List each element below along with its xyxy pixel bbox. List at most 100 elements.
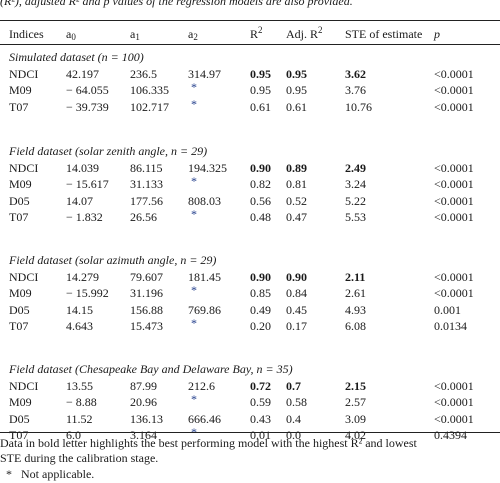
cell-ste: 3.76: [345, 83, 366, 98]
cell-p: <0.0001: [434, 193, 474, 208]
cell-p: <0.0001: [434, 270, 474, 284]
cell-adj-r2: 0.52: [286, 193, 307, 208]
cell-index: T07: [9, 319, 29, 334]
cell-a2: 769.86: [188, 302, 221, 317]
cell-ste: 2.49: [345, 161, 366, 175]
cell-ste: 2.57: [345, 395, 366, 410]
cell-adj-r2: 0.47: [286, 210, 307, 225]
table-row: NDCI 13.55 87.99 212.6 0.72 0.7 2.15 <0.0001: [0, 378, 500, 394]
cell-index: NDCI: [9, 67, 39, 81]
cell-ste: 4.02: [345, 428, 366, 443]
cell-r2: 0.43: [250, 411, 271, 426]
section-title: Field dataset (solar azimuth angle, n = …: [9, 253, 217, 267]
cell-ste: 6.08: [345, 319, 366, 334]
cell-a1: 20.96: [130, 395, 157, 410]
footnote-not-applicable: * Not applicable.: [6, 467, 94, 482]
cell-index: NDCI: [9, 161, 39, 175]
cell-index: D05: [9, 193, 30, 208]
cell-ste: 2.11: [345, 270, 366, 284]
cell-ste: 4.93: [345, 302, 366, 317]
cell-p: <0.0001: [434, 161, 474, 175]
cell-adj-r2: 0.17: [286, 319, 307, 334]
cell-a0: 14.039: [66, 161, 99, 175]
cell-r2: 0.20: [250, 319, 271, 334]
header-adj-r2: Adj. R2: [286, 25, 323, 42]
cell-a2: *: [191, 80, 197, 95]
table-row: D05 14.15 156.88 769.86 0.49 0.45 4.93 0.001: [0, 302, 500, 318]
cell-a2: *: [191, 207, 197, 222]
cell-adj-r2: 0.89: [286, 161, 307, 175]
table-row: T07 4.643 15.473 * 0.20 0.17 6.08 0.0134: [0, 316, 500, 334]
cell-ste: 2.61: [345, 286, 366, 301]
cell-a2: *: [191, 174, 197, 189]
cell-a0: − 8.88: [66, 395, 97, 410]
cell-r2: 0.95: [250, 83, 271, 98]
cell-r2: 0.56: [250, 193, 271, 208]
footnote-star: *: [6, 467, 12, 481]
section-title: Field dataset (Chesapeake Bay and Delawa…: [9, 362, 293, 376]
cell-a0: 14.15: [66, 302, 93, 317]
cell-adj-r2: 0.45: [286, 302, 307, 317]
table-row: NDCI 14.279 79.607 181.45 0.90 0.90 2.11 <0.000…: [0, 269, 500, 285]
cell-a2: *: [191, 96, 197, 111]
cell-adj-r2: 0.84: [286, 286, 307, 301]
cell-index: D05: [9, 411, 30, 426]
cell-p: <0.0001: [434, 210, 474, 225]
cell-r2: 0.82: [250, 177, 271, 192]
cell-adj-r2: 0.95: [286, 67, 307, 81]
header-a0: a0: [66, 27, 76, 42]
table-row: T07 − 39.739 102.717 * 0.61 0.61 10.76 <0.0001: [0, 96, 500, 115]
table-row: NDCI 14.039 86.115 194.325 0.90 0.89 2.49 <0.00…: [0, 160, 500, 176]
cell-ste: 2.15: [345, 379, 366, 393]
table-row: D05 11.52 136.13 666.46 0.43 0.4 3.09 <0.0001: [0, 411, 500, 427]
top-rule: [0, 20, 500, 21]
table-row: NDCI 42.197 236.5 314.97 0.95 0.95 3.62 <0.0001: [0, 66, 500, 82]
cell-r2: 0.95: [250, 67, 271, 81]
cell-a0: − 1.832: [66, 210, 103, 225]
header-r2: R2: [250, 25, 263, 42]
cell-index: M09: [9, 177, 32, 192]
cell-index: NDCI: [9, 270, 39, 284]
cell-a1: 86.115: [130, 161, 163, 175]
cell-a0: − 15.617: [66, 177, 109, 192]
cell-p: <0.0001: [434, 395, 474, 410]
cell-ste: 10.76: [345, 99, 372, 114]
cell-index: M09: [9, 83, 32, 98]
header-indices: Indices: [9, 27, 44, 41]
header-rule: [0, 44, 500, 45]
cell-a2: *: [191, 316, 197, 331]
cell-a0: 13.55: [66, 379, 93, 393]
footnote-bold: Data in bold letter highlights the best …: [0, 436, 417, 450]
cell-a0: − 39.739: [66, 99, 109, 114]
table-row: M09 − 15.992 31.196 * 0.85 0.84 2.61 <0.0001: [0, 283, 500, 301]
section-title: Field dataset (solar zenith angle, n = 2…: [9, 144, 208, 158]
cell-a1: 79.607: [130, 270, 163, 284]
header-p: p: [434, 27, 440, 41]
cell-index: T07: [9, 428, 29, 443]
cell-index: D05: [9, 302, 30, 317]
cell-a2: *: [191, 392, 197, 407]
table-row: T07 − 1.832 26.56 * 0.48 0.47 5.53 <0.0001: [0, 207, 500, 225]
cell-adj-r2: 0.81: [286, 177, 307, 192]
caption-fragment: (R²), adjusted R² and p values of the re…: [0, 0, 353, 8]
cell-r2: 0.72: [250, 379, 271, 393]
cell-r2: 0.01: [250, 428, 271, 443]
cell-a1: 3.164: [130, 428, 157, 443]
header-ste: STE of estimate: [345, 27, 423, 41]
table-row: M09 − 15.617 31.133 * 0.82 0.81 3.24 <0.0001: [0, 174, 500, 192]
cell-p: 0.0134: [434, 319, 467, 334]
cell-p: 0.001: [434, 302, 461, 317]
cell-index: NDCI: [9, 379, 39, 393]
header-a2: a2: [188, 27, 198, 42]
cell-a0: 42.197: [66, 67, 99, 81]
cell-a1: 87.99: [130, 379, 157, 393]
cell-r2: 0.48: [250, 210, 271, 225]
cell-a2: 666.46: [188, 411, 221, 426]
cell-r2: 0.61: [250, 99, 271, 114]
cell-p: <0.0001: [434, 411, 474, 426]
table-row: D05 14.07 177.56 808.03 0.56 0.52 5.22 <0.0001: [0, 193, 500, 209]
cell-adj-r2: 0.7: [286, 379, 301, 393]
cell-a0: 11.52: [66, 411, 93, 426]
cell-a0: 14.07: [66, 193, 93, 208]
cell-adj-r2: 0.90: [286, 270, 307, 284]
